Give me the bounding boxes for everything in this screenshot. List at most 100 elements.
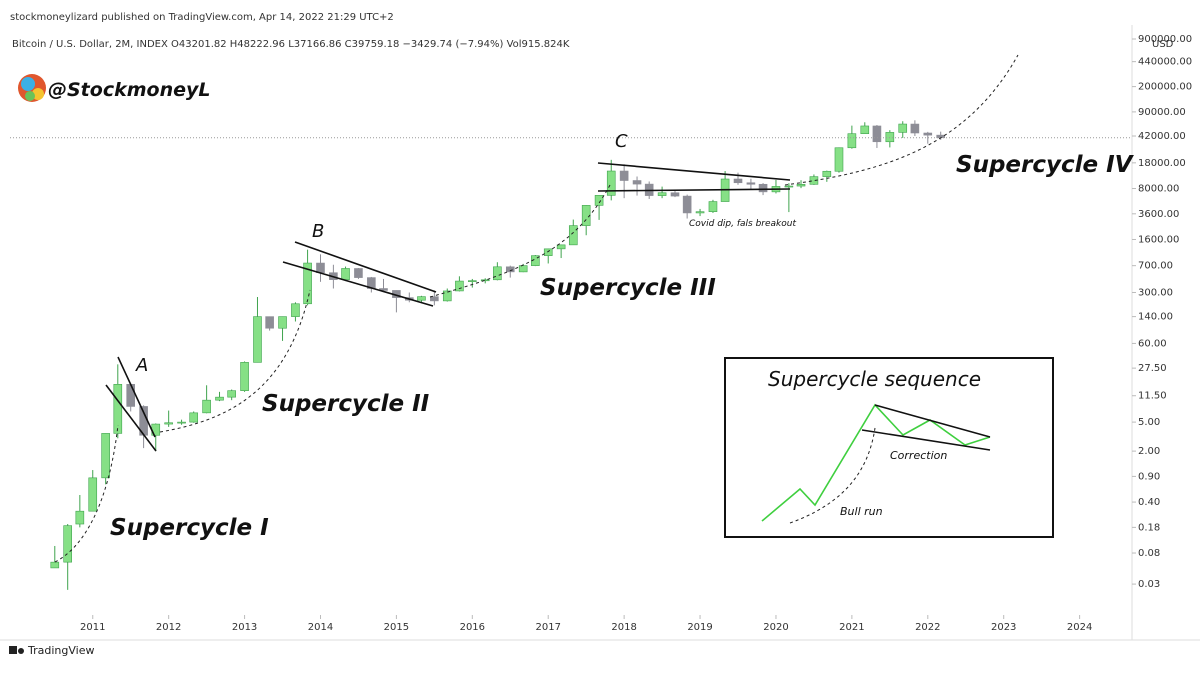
candle-body bbox=[923, 132, 933, 136]
x-tick-label: 2023 bbox=[991, 622, 1016, 633]
inset-label: Correction bbox=[890, 449, 947, 462]
candle-body bbox=[594, 195, 604, 206]
trendline bbox=[294, 241, 437, 293]
candle-body bbox=[189, 412, 199, 423]
candle-body bbox=[581, 205, 591, 226]
y-tick-label: 3600.00 bbox=[1138, 209, 1179, 220]
candle-body bbox=[493, 266, 502, 281]
label: Supercycle I bbox=[110, 515, 269, 541]
x-tick-label: 2020 bbox=[763, 622, 788, 633]
x-tick-label: 2017 bbox=[535, 622, 560, 633]
label: Covid dip, fals breakout bbox=[689, 219, 796, 229]
y-tick-label: 0.08 bbox=[1138, 548, 1160, 559]
candle-body bbox=[860, 125, 870, 134]
candle-body bbox=[63, 525, 72, 563]
candle-body bbox=[543, 248, 553, 256]
y-tick-label: 0.03 bbox=[1138, 579, 1160, 590]
y-tick-label: 0.90 bbox=[1138, 471, 1160, 482]
trendline bbox=[117, 356, 156, 438]
y-tick-label: 42000.00 bbox=[1138, 131, 1186, 142]
x-tick-label: 2018 bbox=[611, 622, 636, 633]
y-tick-label: 1600.00 bbox=[1138, 234, 1179, 245]
candle-body bbox=[126, 384, 136, 407]
candle-body bbox=[518, 265, 528, 273]
candle-body bbox=[834, 147, 844, 172]
inset-line bbox=[761, 403, 991, 522]
candle-body bbox=[468, 280, 477, 282]
y-tick-label: 0.40 bbox=[1138, 497, 1160, 508]
candle-body bbox=[910, 123, 920, 134]
candle-body bbox=[885, 132, 895, 143]
candles bbox=[10, 120, 1132, 590]
candle-body bbox=[606, 170, 616, 196]
candle-body bbox=[341, 268, 350, 280]
annotations: Supercycle I Supercycle II Supercycle II… bbox=[54, 54, 1135, 563]
y-tick-label: 27.50 bbox=[1138, 363, 1167, 374]
candle-body bbox=[822, 170, 832, 177]
candle-body bbox=[733, 178, 743, 184]
published-line: stockmoneylizard published on TradingVie… bbox=[10, 12, 394, 23]
candle-body bbox=[746, 182, 756, 185]
candle-body bbox=[101, 433, 110, 479]
candle-body bbox=[354, 268, 363, 278]
y-tick-label: 140.00 bbox=[1138, 312, 1173, 323]
y-tick-label: 300.00 bbox=[1138, 287, 1173, 298]
y-tick-label: 11.50 bbox=[1138, 391, 1167, 402]
inset-label: Bull run bbox=[840, 505, 883, 518]
y-tick-label: 60.00 bbox=[1138, 338, 1167, 349]
candle-body bbox=[568, 225, 578, 246]
trendline bbox=[105, 384, 157, 452]
x-tick-label: 2016 bbox=[460, 622, 485, 633]
x-tick-label: 2021 bbox=[839, 622, 864, 633]
x-tick-label: 2013 bbox=[232, 622, 257, 633]
candle-body bbox=[253, 316, 262, 363]
x-tick-label: 2011 bbox=[80, 622, 105, 633]
y-tick-label: 700.00 bbox=[1138, 261, 1173, 272]
candle-body bbox=[898, 123, 908, 133]
candle-body bbox=[809, 176, 819, 185]
curve-4 bbox=[784, 54, 1019, 186]
candle-body bbox=[632, 180, 642, 185]
y-tick-label: 8000.00 bbox=[1138, 184, 1179, 195]
candle-body bbox=[480, 279, 490, 282]
curve-1 bbox=[54, 424, 119, 563]
candle-body bbox=[278, 316, 287, 329]
inset-title: Supercycle sequence bbox=[768, 367, 981, 391]
candle-body bbox=[88, 477, 98, 512]
y-tick-label: 0.18 bbox=[1138, 522, 1160, 533]
candle-body bbox=[265, 316, 274, 329]
tv-logo bbox=[9, 646, 24, 654]
candle-body bbox=[784, 185, 794, 188]
label: A bbox=[135, 355, 148, 376]
watermark: @StockmoneyL bbox=[48, 79, 210, 101]
candle-body bbox=[75, 510, 85, 525]
candle-body bbox=[556, 244, 566, 250]
trendline bbox=[597, 188, 791, 192]
candle-body bbox=[417, 296, 426, 301]
avatar bbox=[18, 74, 46, 102]
y-tick-label: 90000.00 bbox=[1138, 107, 1186, 118]
x-tick-label: 2012 bbox=[156, 622, 181, 633]
candle-body bbox=[215, 396, 224, 401]
candle-body bbox=[847, 133, 857, 149]
candle-body bbox=[670, 192, 680, 197]
candle-body bbox=[695, 211, 705, 214]
candle-body bbox=[505, 266, 515, 273]
candle-body bbox=[531, 255, 540, 266]
symbol-line: Bitcoin / U.S. Dollar, 2M, INDEX O43201.… bbox=[12, 39, 570, 50]
label: C bbox=[615, 131, 628, 152]
currency: USD bbox=[1152, 39, 1174, 50]
candle-body bbox=[202, 399, 211, 414]
candle-body bbox=[430, 296, 439, 302]
y-tick-label: 5.00 bbox=[1138, 417, 1160, 428]
y-tick-label: 2.00 bbox=[1138, 446, 1160, 457]
label: Supercycle IV bbox=[956, 152, 1135, 178]
x-tick-label: 2015 bbox=[384, 622, 409, 633]
candle-body bbox=[113, 384, 123, 434]
candle-body bbox=[240, 362, 249, 391]
trendline bbox=[282, 261, 434, 307]
candle-body bbox=[796, 184, 806, 187]
inset-trend bbox=[874, 404, 991, 438]
